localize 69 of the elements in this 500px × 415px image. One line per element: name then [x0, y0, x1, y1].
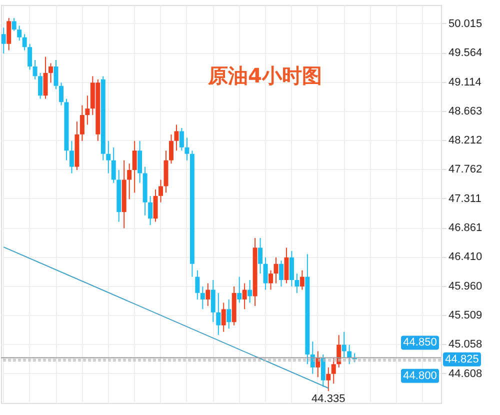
y-tick-label: 46.410 — [448, 251, 482, 264]
candlestick — [278, 260, 284, 288]
y-tick-label: 45.058 — [448, 338, 482, 351]
candlestick — [179, 127, 184, 152]
candlestick — [17, 25, 22, 42]
text: 原油4小时图 — [207, 64, 322, 88]
candlestick — [216, 292, 221, 336]
candlestick — [43, 56, 48, 100]
candlestick — [237, 276, 242, 304]
y-tick-label: 46.861 — [448, 222, 482, 234]
candlestick — [54, 60, 58, 90]
y-tick-label: 47.311 — [448, 192, 482, 205]
candlestick — [174, 124, 179, 152]
candlestick — [268, 270, 274, 290]
candlestick — [200, 286, 205, 310]
candlestick — [28, 43, 32, 70]
candlestick — [258, 237, 263, 274]
candlestick — [284, 247, 289, 284]
candlestick — [221, 302, 226, 332]
candlestick — [263, 256, 268, 290]
candlestick — [48, 62, 54, 84]
candlestick — [69, 140, 74, 174]
y-tick-label: 45.960 — [448, 280, 482, 292]
candlestick — [326, 366, 331, 392]
candlestick — [300, 270, 304, 290]
ref-line-label: 44.800 — [403, 370, 437, 382]
candlestick — [347, 344, 352, 365]
candlestick — [153, 188, 158, 222]
candlestick — [132, 140, 137, 194]
y-tick-label: 44.608 — [448, 368, 482, 380]
candlestick — [138, 140, 142, 184]
candlestick — [111, 146, 116, 184]
candlestick — [1, 27, 6, 54]
candlestick — [294, 273, 300, 294]
y-tick-label: 45.509 — [448, 310, 482, 322]
candlestick — [127, 163, 132, 200]
candlestick — [85, 95, 90, 126]
candlestick — [226, 298, 232, 330]
ref-line-label: 44.850 — [403, 336, 437, 349]
candlestick — [320, 354, 326, 388]
y-tick-label: 49.564 — [448, 47, 482, 60]
ref-line-label: 44.825 — [445, 353, 479, 366]
y-tick-label: 49.114 — [448, 76, 482, 88]
candlestick — [32, 60, 38, 80]
candlestick — [206, 282, 210, 306]
annotation: 44.335 — [312, 393, 346, 406]
candlestick — [195, 270, 200, 300]
candlestick — [58, 82, 64, 106]
candlestick — [342, 331, 346, 358]
candlestick — [106, 140, 111, 174]
candlestick — [158, 179, 164, 203]
candlestick — [331, 357, 336, 384]
candlestick — [184, 137, 190, 161]
y-tick-label: 48.663 — [448, 105, 482, 118]
candlestick — [38, 72, 43, 100]
candlestick — [12, 17, 16, 32]
candlestick — [248, 280, 252, 304]
y-tick-label: 47.762 — [448, 164, 482, 176]
candlestick — [289, 250, 294, 288]
candlestick — [210, 280, 216, 323]
y-tick-label: 48.212 — [448, 134, 482, 147]
candlestick — [168, 134, 174, 164]
candlestick — [80, 104, 84, 142]
y-tick-label: 50.015 — [448, 18, 482, 30]
candlestick — [22, 34, 27, 51]
candlestick — [6, 17, 12, 51]
candlestick — [148, 195, 153, 226]
candlestick — [274, 256, 278, 284]
candlestick — [242, 282, 247, 310]
